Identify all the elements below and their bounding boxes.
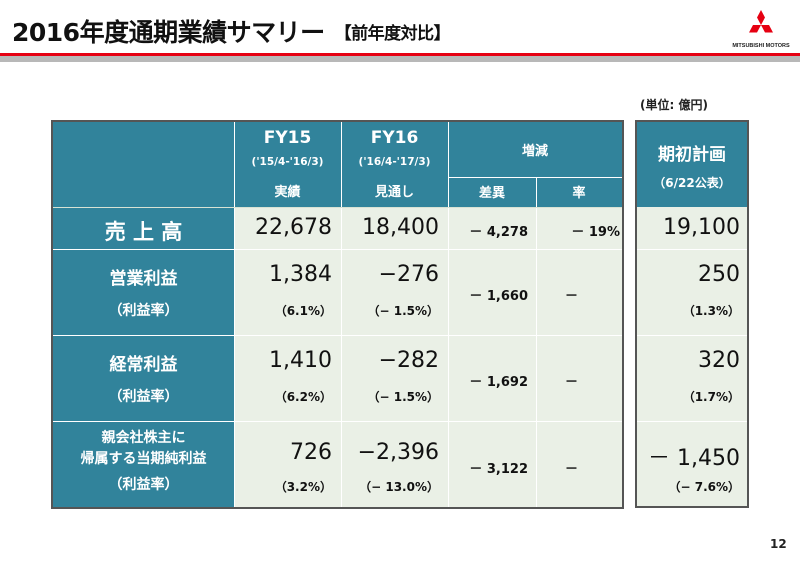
fy15-net-income: 726 bbox=[290, 440, 332, 465]
fy15-net-sales: 22,678 bbox=[255, 215, 332, 240]
row-sublabel-ordinary-margin: （利益率） bbox=[108, 389, 179, 405]
fy15-header: FY15 bbox=[263, 128, 312, 148]
fy16-kind: 見通し bbox=[374, 185, 414, 200]
row-label-operating-income: 営業利益 bbox=[109, 269, 178, 289]
fy16-period: ('16/4-'17/3) bbox=[358, 156, 431, 168]
row-label-net-income-line2: 帰属する当期純利益 bbox=[80, 451, 207, 467]
table-header bbox=[53, 122, 622, 207]
row-label-net-sales: 売 上 高 bbox=[104, 220, 183, 244]
initial-plan-table: 期初計画 （6/22公表） 19,100 250 （1.3%） 320 （1.7… bbox=[635, 120, 749, 508]
row-sublabel-operating-margin: （利益率） bbox=[108, 303, 179, 319]
row-sublabel-net-margin: （利益率） bbox=[108, 477, 179, 493]
summary-table: FY15 ('15/4-'16/3) 実績 FY16 ('16/4-'17/3)… bbox=[51, 120, 624, 509]
plan-subtitle: （6/22公表） bbox=[653, 176, 731, 190]
fy15-period: ('15/4-'16/3) bbox=[251, 156, 324, 168]
fy16-ordinary-margin: （− 1.5%） bbox=[367, 390, 439, 404]
diff-ordinary-income: － 1,692 bbox=[469, 375, 528, 390]
fy16-net-sales: 18,400 bbox=[362, 215, 439, 240]
rate-operating-income: － bbox=[564, 289, 578, 304]
page-title: 2016年度通期業績サマリー 【前年度対比】 bbox=[12, 13, 451, 49]
plan-net-margin: （− 7.6%） bbox=[668, 480, 740, 494]
plan-net-income: － 1,450 bbox=[648, 446, 740, 471]
row-label-ordinary-income: 経常利益 bbox=[109, 355, 178, 375]
fy16-operating-income: −276 bbox=[378, 262, 439, 287]
diff-net-income: － 3,122 bbox=[469, 462, 528, 477]
fy16-net-income: −2,396 bbox=[357, 440, 439, 465]
plan-operating-margin: （1.3%） bbox=[682, 304, 740, 318]
header-red-rule bbox=[0, 53, 800, 56]
plan-net-sales: 19,100 bbox=[663, 215, 740, 240]
fy15-ordinary-margin: （6.2%） bbox=[274, 390, 332, 404]
fy16-ordinary-income: −282 bbox=[378, 348, 439, 373]
fy16-operating-margin: （− 1.5%） bbox=[367, 304, 439, 318]
row-label-net-income-line1: 親会社株主に bbox=[101, 430, 186, 446]
diff-operating-income: － 1,660 bbox=[469, 289, 528, 304]
fy16-net-margin: （− 13.0%） bbox=[359, 480, 439, 494]
change-header: 増減 bbox=[521, 144, 548, 159]
page-number: 12 bbox=[770, 537, 787, 551]
rate-header: 率 bbox=[572, 186, 586, 201]
fy16-header: FY16 bbox=[370, 128, 419, 148]
fy15-kind: 実績 bbox=[274, 185, 301, 200]
plan-operating-income: 250 bbox=[698, 262, 740, 287]
diff-net-sales: － 4,278 bbox=[469, 225, 528, 240]
rate-net-income: － bbox=[564, 462, 578, 477]
rate-net-sales: － 19% bbox=[571, 225, 620, 240]
title-main: 2016年度通期業績サマリー bbox=[12, 18, 325, 47]
mitsubishi-logo: MITSUBISHI MOTORS bbox=[729, 10, 793, 52]
fy15-operating-margin: （6.1%） bbox=[274, 304, 332, 318]
header-gray-band bbox=[0, 56, 800, 62]
fy15-ordinary-income: 1,410 bbox=[269, 348, 332, 373]
fy15-operating-income: 1,384 bbox=[269, 262, 332, 287]
title-subtitle: 【前年度対比】 bbox=[334, 24, 451, 44]
fy15-net-margin: （3.2%） bbox=[274, 480, 332, 494]
plan-ordinary-margin: （1.7%） bbox=[682, 390, 740, 404]
plan-header bbox=[637, 122, 747, 207]
plan-ordinary-income: 320 bbox=[698, 348, 740, 373]
rate-ordinary-income: － bbox=[564, 375, 578, 390]
brand-name: MITSUBISHI MOTORS bbox=[732, 43, 790, 49]
unit-label: (単位: 億円) bbox=[640, 98, 708, 112]
diff-header: 差異 bbox=[478, 186, 505, 201]
row-label-column bbox=[53, 207, 234, 507]
three-diamonds-icon bbox=[749, 10, 773, 33]
plan-title: 期初計画 bbox=[658, 145, 726, 165]
